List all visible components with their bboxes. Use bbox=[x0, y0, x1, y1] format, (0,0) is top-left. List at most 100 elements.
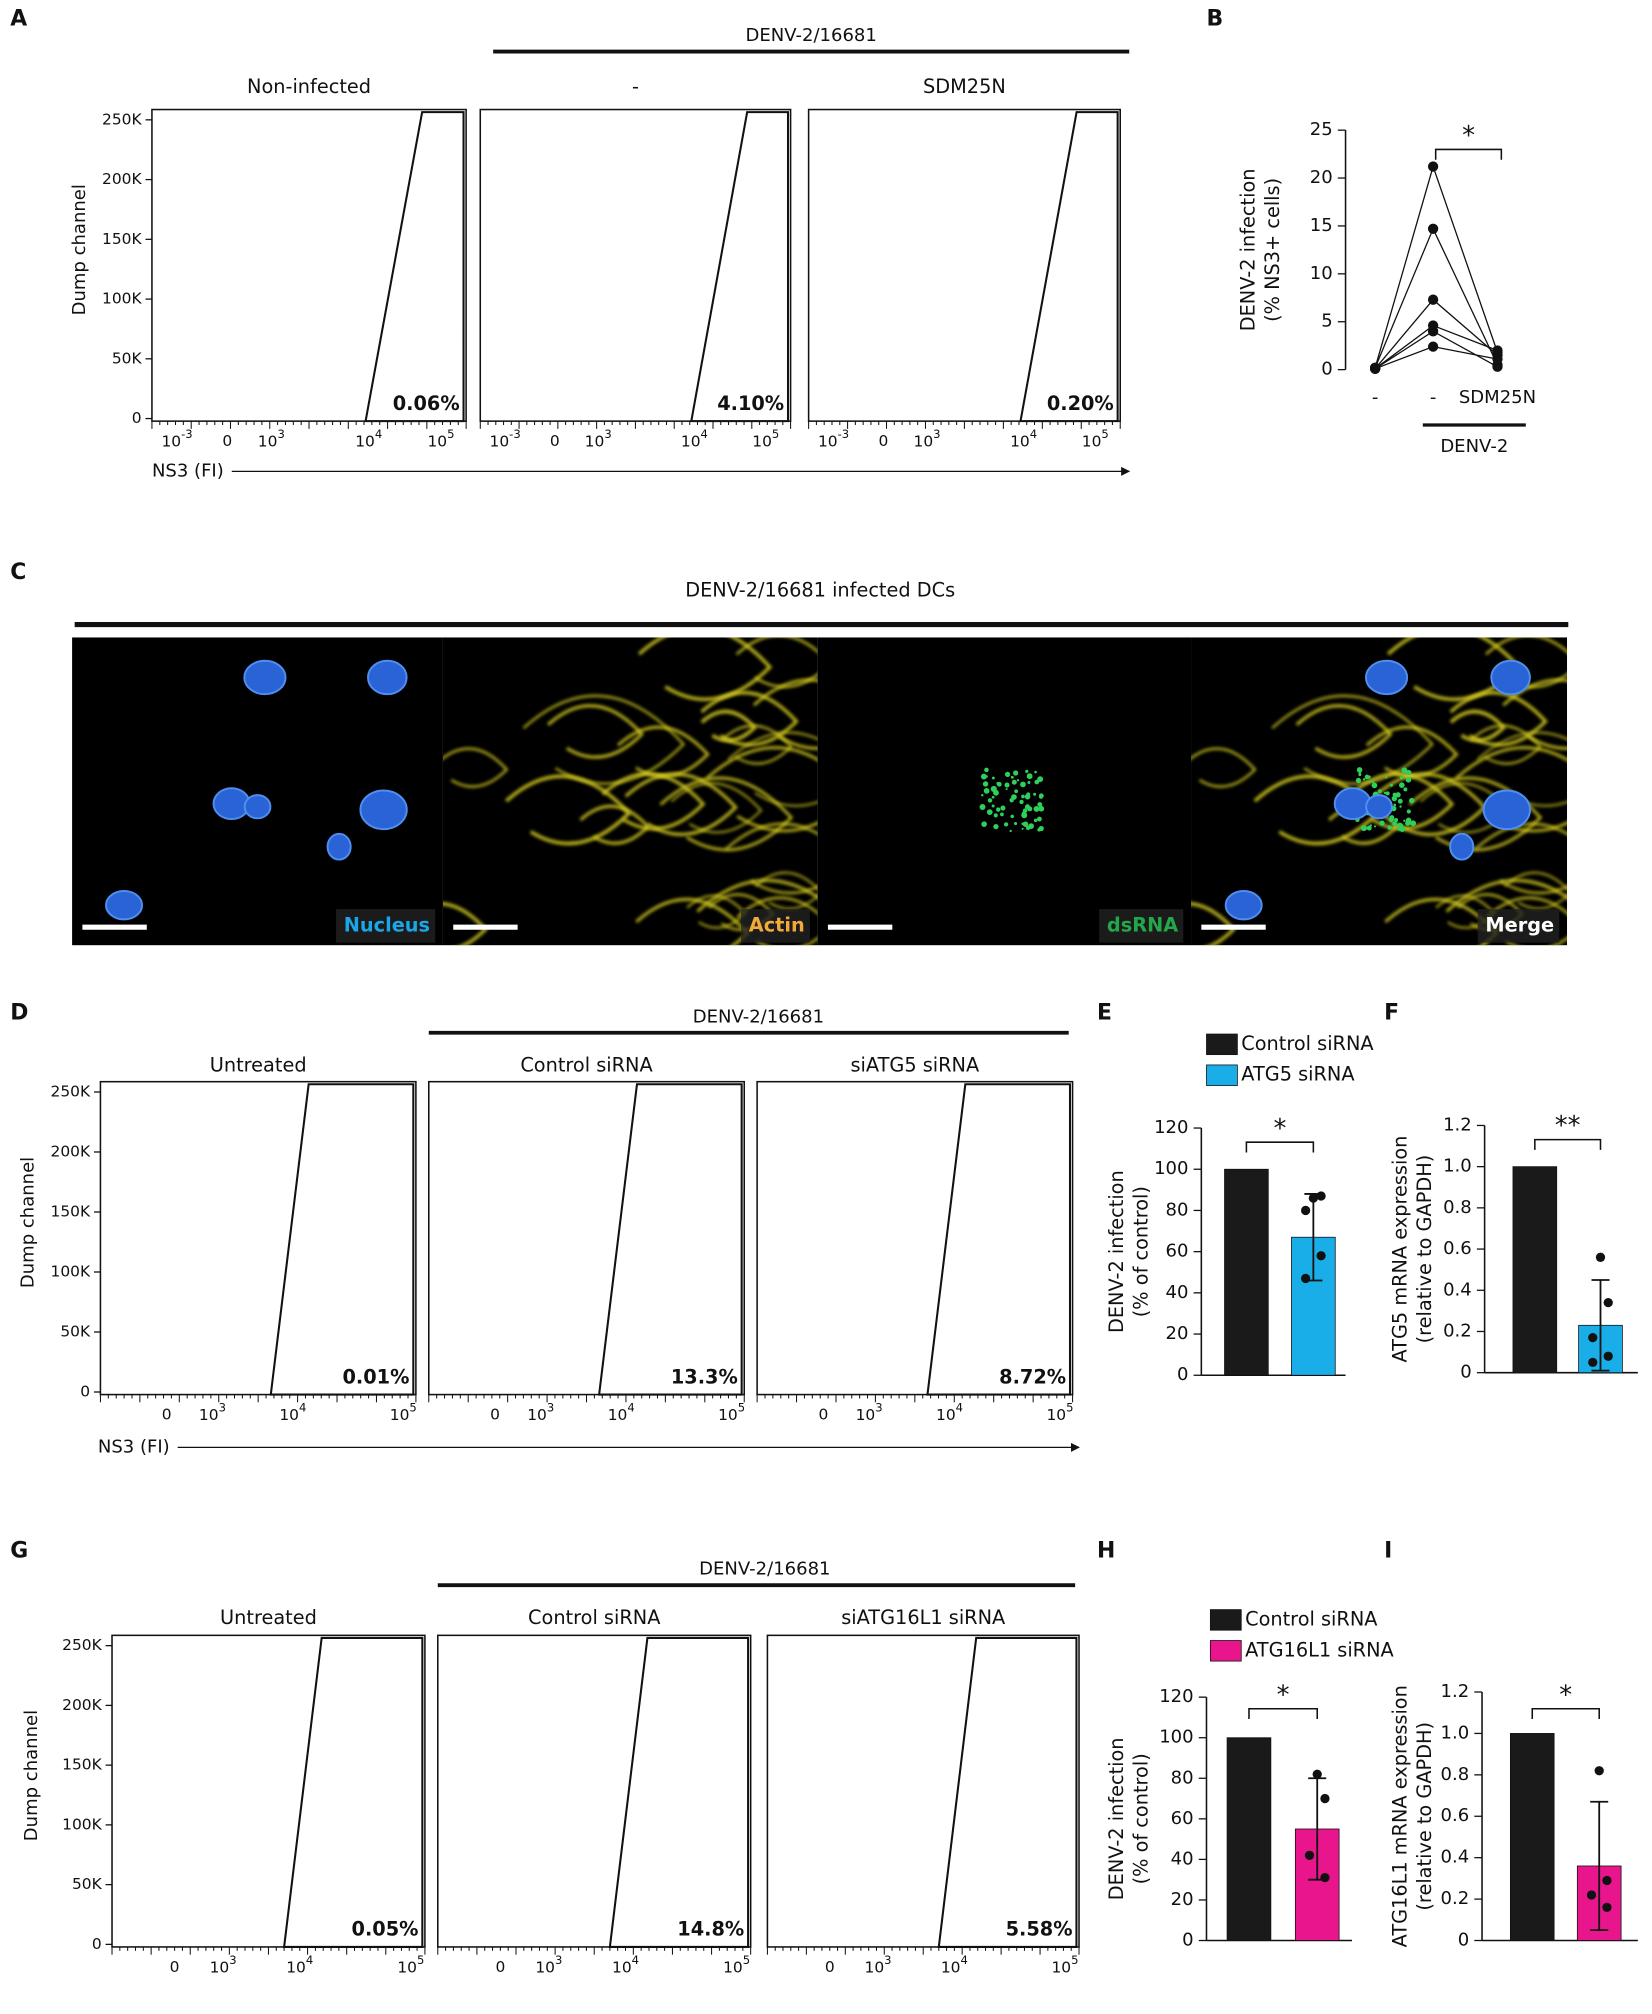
y-axis-label: (% of control) bbox=[1130, 1186, 1153, 1317]
plot-title: Control siRNA bbox=[520, 1054, 653, 1077]
actin-filament bbox=[1455, 746, 1568, 833]
dsrna-spot bbox=[1391, 795, 1398, 802]
x-tick-label: 10-3 bbox=[818, 427, 849, 451]
gate-percent: 0.05% bbox=[352, 1918, 419, 1941]
y-axis-label: Dump channel bbox=[69, 184, 90, 315]
panel-label: D bbox=[10, 1000, 28, 1025]
plot-title: siATG16L1 siRNA bbox=[841, 1606, 1006, 1629]
micrograph-content bbox=[979, 767, 1045, 833]
panel-label: H bbox=[1097, 1539, 1115, 1564]
panel-label: A bbox=[10, 6, 27, 31]
tick-exponent: -3 bbox=[509, 427, 521, 441]
y-axis-label: ATG5 mRNA expression bbox=[1388, 1136, 1411, 1363]
dsrna-spot bbox=[993, 813, 998, 818]
tick-base: 10 bbox=[718, 1406, 738, 1424]
tick-exponent: -3 bbox=[838, 427, 850, 441]
dsrna-spot bbox=[1011, 794, 1017, 800]
bar bbox=[1224, 1168, 1269, 1376]
dsrna-spot bbox=[996, 807, 1001, 812]
group-label: DENV-2/16681 bbox=[746, 25, 877, 46]
plot-title: Control siRNA bbox=[528, 1606, 661, 1629]
x-tick-label: 103 bbox=[914, 427, 941, 451]
tick-exponent: 5 bbox=[447, 427, 454, 441]
tick-base: 10 bbox=[427, 432, 447, 450]
dsrna-spot bbox=[1399, 827, 1405, 832]
tick-exponent: 5 bbox=[743, 1952, 750, 1966]
dsrna-spot bbox=[1021, 794, 1025, 799]
dsrna-spot bbox=[1021, 827, 1024, 830]
y-tick-label: 250K bbox=[51, 1082, 91, 1100]
tick-base: 10 bbox=[818, 432, 838, 450]
actin-filament bbox=[601, 772, 706, 831]
dsrna-spot bbox=[1399, 782, 1405, 788]
gate-percent: 0.01% bbox=[343, 1365, 410, 1388]
replicate-point bbox=[1320, 1873, 1330, 1883]
plot-title: Non-infected bbox=[247, 75, 371, 98]
group-label: DENV-2/16681 bbox=[699, 1559, 830, 1580]
y-tick-label: 0 bbox=[80, 1382, 90, 1400]
dsrna-spot bbox=[1409, 797, 1415, 804]
y-tick-label: 100K bbox=[62, 1815, 102, 1833]
dsrna-spot bbox=[996, 781, 1002, 787]
dsrna-spot bbox=[982, 781, 989, 787]
actin-filament bbox=[1502, 678, 1568, 750]
plot-frame bbox=[437, 1634, 752, 1948]
y-tick-label: 100 bbox=[1159, 1727, 1193, 1748]
dsrna-spot bbox=[1022, 808, 1028, 814]
plot-frame bbox=[766, 1634, 1080, 1948]
y-tick-label: 20 bbox=[1310, 167, 1333, 188]
y-tick-label: 100 bbox=[1154, 1158, 1188, 1179]
x-tick-label: 105 bbox=[1082, 427, 1109, 451]
dsrna-spot bbox=[1014, 821, 1018, 826]
actin-filament bbox=[1365, 725, 1459, 778]
y-tick-label: 40 bbox=[1171, 1848, 1194, 1869]
data-point bbox=[1427, 326, 1439, 337]
x-tick-label: 0 bbox=[162, 1406, 172, 1424]
plot-frame bbox=[807, 108, 1121, 422]
x-tick-label: 104 bbox=[355, 427, 382, 451]
dsrna-spot bbox=[1010, 814, 1014, 819]
channel-label: Nucleus bbox=[344, 913, 430, 936]
y-tick-label: 200K bbox=[102, 170, 142, 188]
y-tick-label: 1.0 bbox=[1443, 1156, 1472, 1177]
y-tick-label: 50K bbox=[60, 1322, 91, 1340]
dsrna-spot bbox=[1410, 820, 1417, 827]
y-tick-label: 20 bbox=[1166, 1323, 1189, 1344]
actin-filament bbox=[736, 896, 818, 946]
significance-label: * bbox=[1462, 121, 1475, 151]
dsrna-spot bbox=[1369, 780, 1372, 783]
y-tick-label: 40 bbox=[1166, 1282, 1189, 1303]
nucleus bbox=[1364, 659, 1409, 696]
y-axis-label: (relative to GAPDH) bbox=[1413, 1155, 1436, 1344]
x-axis-label: NS3 (FI) bbox=[98, 1436, 170, 1457]
tick-base: 10 bbox=[865, 1958, 885, 1976]
y-tick-label: 50K bbox=[112, 349, 143, 367]
y-axis-label: DENV-2 infection bbox=[1105, 1737, 1128, 1900]
actin-filament bbox=[1485, 896, 1568, 946]
y-axis-label: DENV-2 infection bbox=[1236, 169, 1259, 332]
dsrna-spot bbox=[1387, 825, 1392, 830]
y-tick-label: 50K bbox=[72, 1875, 103, 1893]
plot-frame bbox=[428, 1080, 746, 1396]
dsrna-spot bbox=[1383, 791, 1387, 795]
significance-bracket bbox=[1434, 148, 1503, 160]
y-tick-label: 0 bbox=[1182, 1930, 1193, 1951]
tick-base: 10 bbox=[527, 1406, 547, 1424]
dsrna-spot bbox=[1038, 794, 1044, 799]
channel-label: dsRNA bbox=[1107, 913, 1178, 936]
replicate-point bbox=[1588, 1333, 1598, 1343]
x-tick-label: 0 bbox=[818, 1406, 828, 1424]
significance-bracket bbox=[1534, 1138, 1602, 1150]
significance-bracket bbox=[1248, 1707, 1318, 1720]
y-tick-label: 10 bbox=[1310, 263, 1333, 284]
y-axis-label: Dump channel bbox=[17, 1157, 38, 1288]
dsrna-spot bbox=[1028, 823, 1034, 830]
bar bbox=[1226, 1737, 1272, 1941]
dsrna-spot bbox=[1004, 771, 1011, 778]
y-tick-label: 200K bbox=[62, 1696, 102, 1714]
dsrna-spot bbox=[1038, 805, 1045, 812]
x-tick-label: 0 bbox=[550, 432, 560, 450]
dsrna-spot bbox=[1406, 809, 1411, 814]
tick-exponent: 4 bbox=[961, 1952, 968, 1966]
